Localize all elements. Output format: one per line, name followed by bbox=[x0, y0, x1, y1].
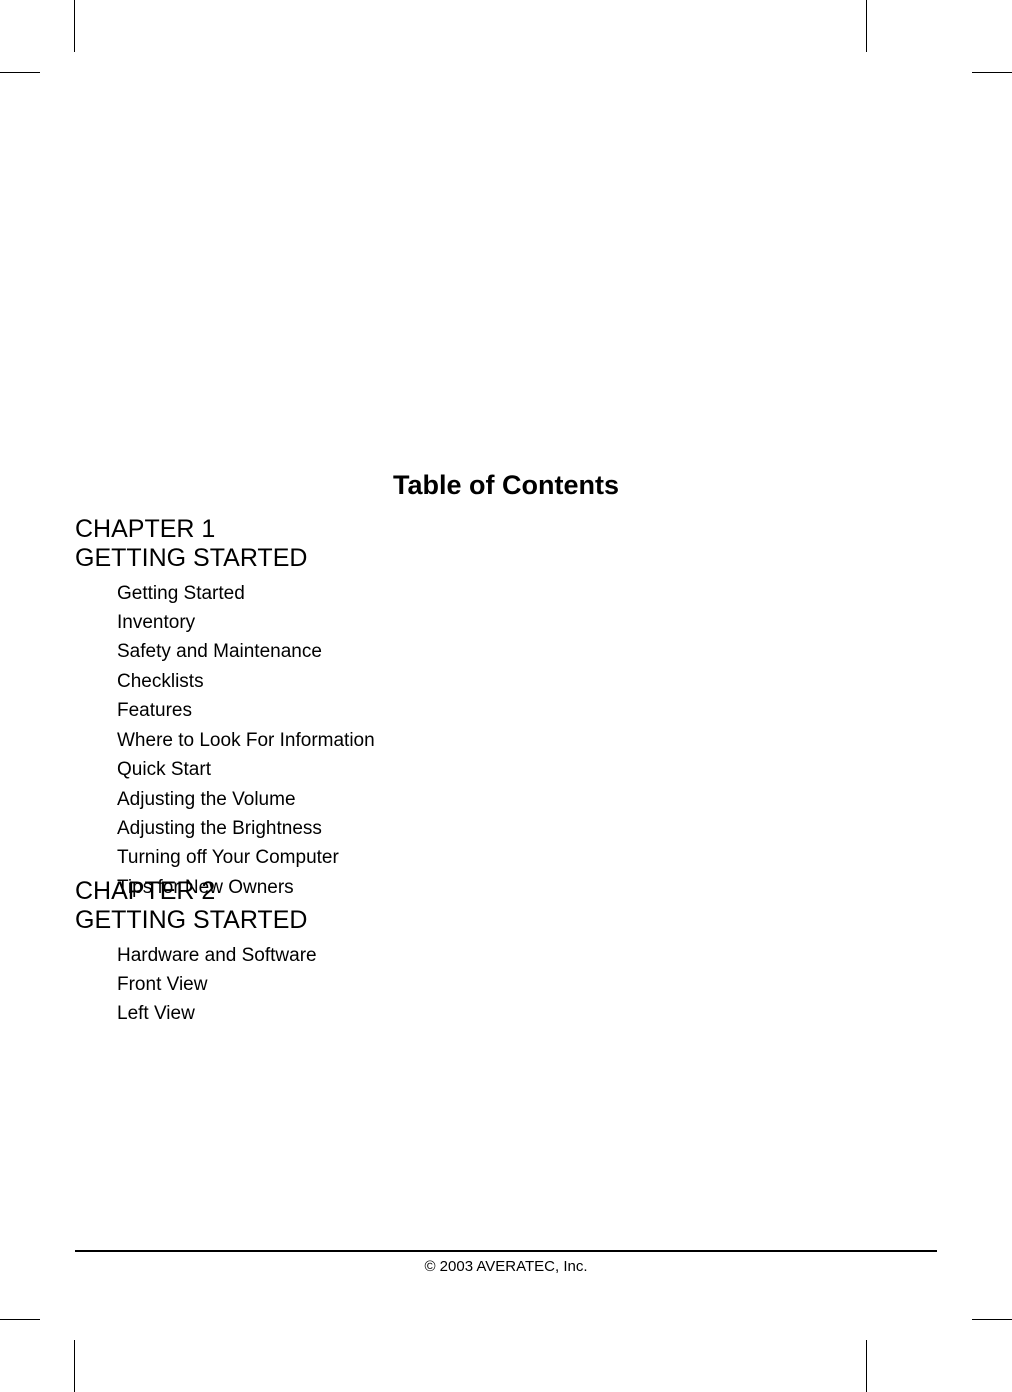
toc-item: Left View bbox=[117, 999, 317, 1028]
footer-rule bbox=[75, 1250, 937, 1252]
toc-item: Features bbox=[117, 696, 375, 725]
crop-mark bbox=[866, 0, 867, 52]
chapter-2-items: Hardware and Software Front View Left Vi… bbox=[117, 941, 317, 1029]
crop-mark bbox=[0, 1319, 40, 1320]
toc-item: Checklists bbox=[117, 667, 375, 696]
toc-item: Hardware and Software bbox=[117, 941, 317, 970]
chapter-2-label: CHAPTER 2 bbox=[75, 877, 317, 906]
page-content: Table of Contents CHAPTER 1 GETTING STAR… bbox=[75, 75, 937, 1317]
chapter-1-items: Getting Started Inventory Safety and Mai… bbox=[117, 579, 375, 903]
chapter-1-block: CHAPTER 1 GETTING STARTED Getting Starte… bbox=[75, 515, 375, 902]
toc-item: Adjusting the Volume bbox=[117, 785, 375, 814]
toc-item: Safety and Maintenance bbox=[117, 637, 375, 666]
page-title: Table of Contents bbox=[75, 470, 937, 501]
crop-mark bbox=[74, 0, 75, 52]
toc-item: Where to Look For Information bbox=[117, 726, 375, 755]
chapter-2-block: CHAPTER 2 GETTING STARTED Hardware and S… bbox=[75, 877, 317, 1029]
toc-item: Front View bbox=[117, 970, 317, 999]
crop-mark bbox=[972, 1319, 1012, 1320]
chapter-2-subtitle: GETTING STARTED bbox=[75, 906, 317, 935]
chapter-1-subtitle: GETTING STARTED bbox=[75, 544, 375, 573]
toc-item: Inventory bbox=[117, 608, 375, 637]
crop-mark bbox=[972, 72, 1012, 73]
crop-mark bbox=[866, 1340, 867, 1392]
crop-mark bbox=[0, 72, 40, 73]
footer-copyright: © 2003 AVERATEC, Inc. bbox=[75, 1258, 937, 1275]
crop-mark bbox=[74, 1340, 75, 1392]
chapter-1-label: CHAPTER 1 bbox=[75, 515, 375, 544]
toc-item: Adjusting the Brightness bbox=[117, 814, 375, 843]
toc-item: Getting Started bbox=[117, 579, 375, 608]
toc-item: Quick Start bbox=[117, 755, 375, 784]
toc-item: Turning off Your Computer bbox=[117, 843, 375, 872]
